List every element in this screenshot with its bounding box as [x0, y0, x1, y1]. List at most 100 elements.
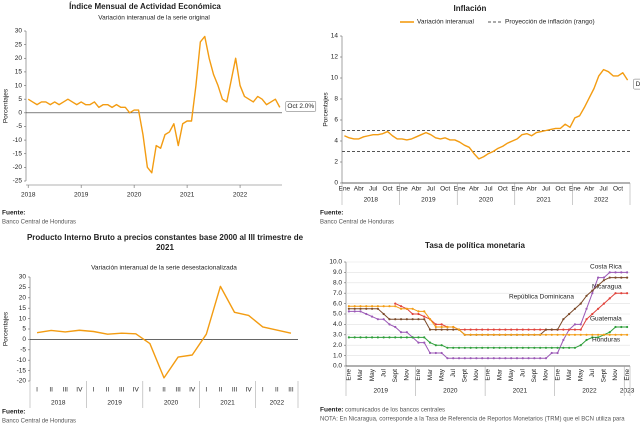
series-point: [504, 346, 507, 349]
x-tick-label: I: [36, 387, 38, 394]
series-point: [521, 333, 524, 336]
year-label: 2020: [443, 388, 458, 395]
series-point: [568, 328, 571, 331]
series-line: [344, 68, 629, 160]
x-tick-label: II: [219, 387, 223, 394]
y-tick-label: 5: [22, 326, 26, 333]
series-point: [353, 307, 356, 310]
series-point: [388, 323, 391, 326]
x-tick-label: Mar: [566, 368, 573, 380]
series-point: [405, 307, 408, 310]
series-point: [394, 305, 397, 308]
series-point: [440, 325, 443, 329]
year-label: 2018: [51, 400, 66, 407]
y-tick-label: 0: [22, 336, 26, 343]
series-point: [556, 346, 559, 349]
series-point: [539, 333, 542, 336]
x-tick-label: Ene: [624, 369, 631, 381]
x-tick-label: Ene: [339, 186, 351, 193]
series-point: [382, 318, 385, 321]
series-point: [602, 279, 606, 282]
series-point: [573, 328, 577, 331]
series-point: [544, 357, 548, 360]
x-tick-label: Sept: [462, 369, 469, 383]
year-label: 2018: [364, 197, 379, 204]
series-point: [382, 336, 385, 339]
series-point: [353, 305, 356, 308]
x-tick-label: III: [288, 387, 294, 394]
series-point: [550, 333, 553, 336]
series-point: [591, 312, 594, 316]
series-point: [573, 323, 577, 326]
series-point: [579, 328, 582, 331]
series-point: [510, 333, 513, 336]
series-point: [573, 346, 577, 349]
series-point: [585, 294, 588, 297]
series-point: [469, 333, 472, 336]
y-tick-label: 2: [334, 159, 338, 166]
series-point: [405, 318, 408, 321]
x-tick-label: May: [369, 368, 376, 381]
series-point: [626, 325, 629, 329]
series-point: [562, 328, 565, 331]
series-point: [394, 318, 397, 321]
series-point: [608, 297, 611, 300]
x-tick-label: Nov: [543, 368, 550, 380]
legend-label: Variación interanual: [417, 19, 475, 26]
x-tick-label: Ene: [511, 186, 523, 193]
series-point: [370, 307, 374, 310]
series-point: [573, 333, 577, 336]
series-point: [492, 333, 495, 336]
x-tick-label: I: [93, 387, 95, 394]
source-label: Fuente:: [320, 407, 343, 414]
series-point: [608, 333, 611, 336]
x-tick-label: IV: [189, 387, 196, 394]
x-tick-label: I: [205, 387, 207, 394]
y-tick-label: 2.0: [333, 342, 342, 349]
source-text: Banco Central de Honduras: [2, 419, 76, 424]
series-point: [365, 312, 368, 316]
y-axis-label: Porcentajes: [323, 92, 330, 127]
y-tick-label: 0: [334, 180, 338, 187]
y-tick-label: 1.0: [333, 352, 342, 359]
series-point: [614, 276, 617, 279]
series-point: [568, 333, 571, 336]
series-point: [579, 302, 582, 305]
x-tick-label: II: [162, 387, 166, 394]
series-point: [539, 346, 542, 349]
x-tick-label: Nov: [473, 368, 480, 380]
series-point: [510, 346, 513, 349]
chart-title: Tasa de política monetaria: [425, 241, 525, 250]
source-label: Fuente:: [2, 210, 25, 217]
series-point: [620, 333, 623, 336]
series-point: [608, 271, 611, 274]
series-point: [527, 357, 530, 360]
y-tick-label: 10.0: [329, 259, 342, 266]
y-tick-label: 5.0: [333, 311, 342, 318]
series-point: [382, 312, 385, 316]
series-point: [521, 357, 524, 360]
series-point: [388, 336, 391, 339]
x-tick-label: III: [63, 387, 69, 394]
series-point: [585, 307, 588, 310]
series-point: [382, 305, 385, 308]
y-tick-label: 8.0: [333, 280, 342, 287]
source-text: Banco Central de Honduras: [320, 220, 394, 226]
y-tick-label: 6: [334, 117, 338, 124]
x-tick-label: Jul: [427, 186, 436, 193]
y-tick-label: 30: [19, 274, 27, 281]
x-tick-label: Abr: [354, 186, 365, 193]
year-label: 2022: [270, 400, 285, 407]
y-tick-label: 3.0: [333, 332, 342, 339]
series-point: [434, 328, 437, 331]
y-tick-label: -15: [17, 367, 27, 374]
series-point: [504, 328, 507, 331]
series-point: [469, 357, 472, 360]
series-point: [452, 325, 455, 329]
series-point: [614, 325, 617, 329]
x-tick-label: Nov: [404, 368, 411, 380]
x-tick-label: Jul: [380, 368, 387, 377]
y-tick-label: -10: [17, 357, 27, 364]
series-point: [585, 333, 588, 336]
series-point: [353, 310, 356, 313]
